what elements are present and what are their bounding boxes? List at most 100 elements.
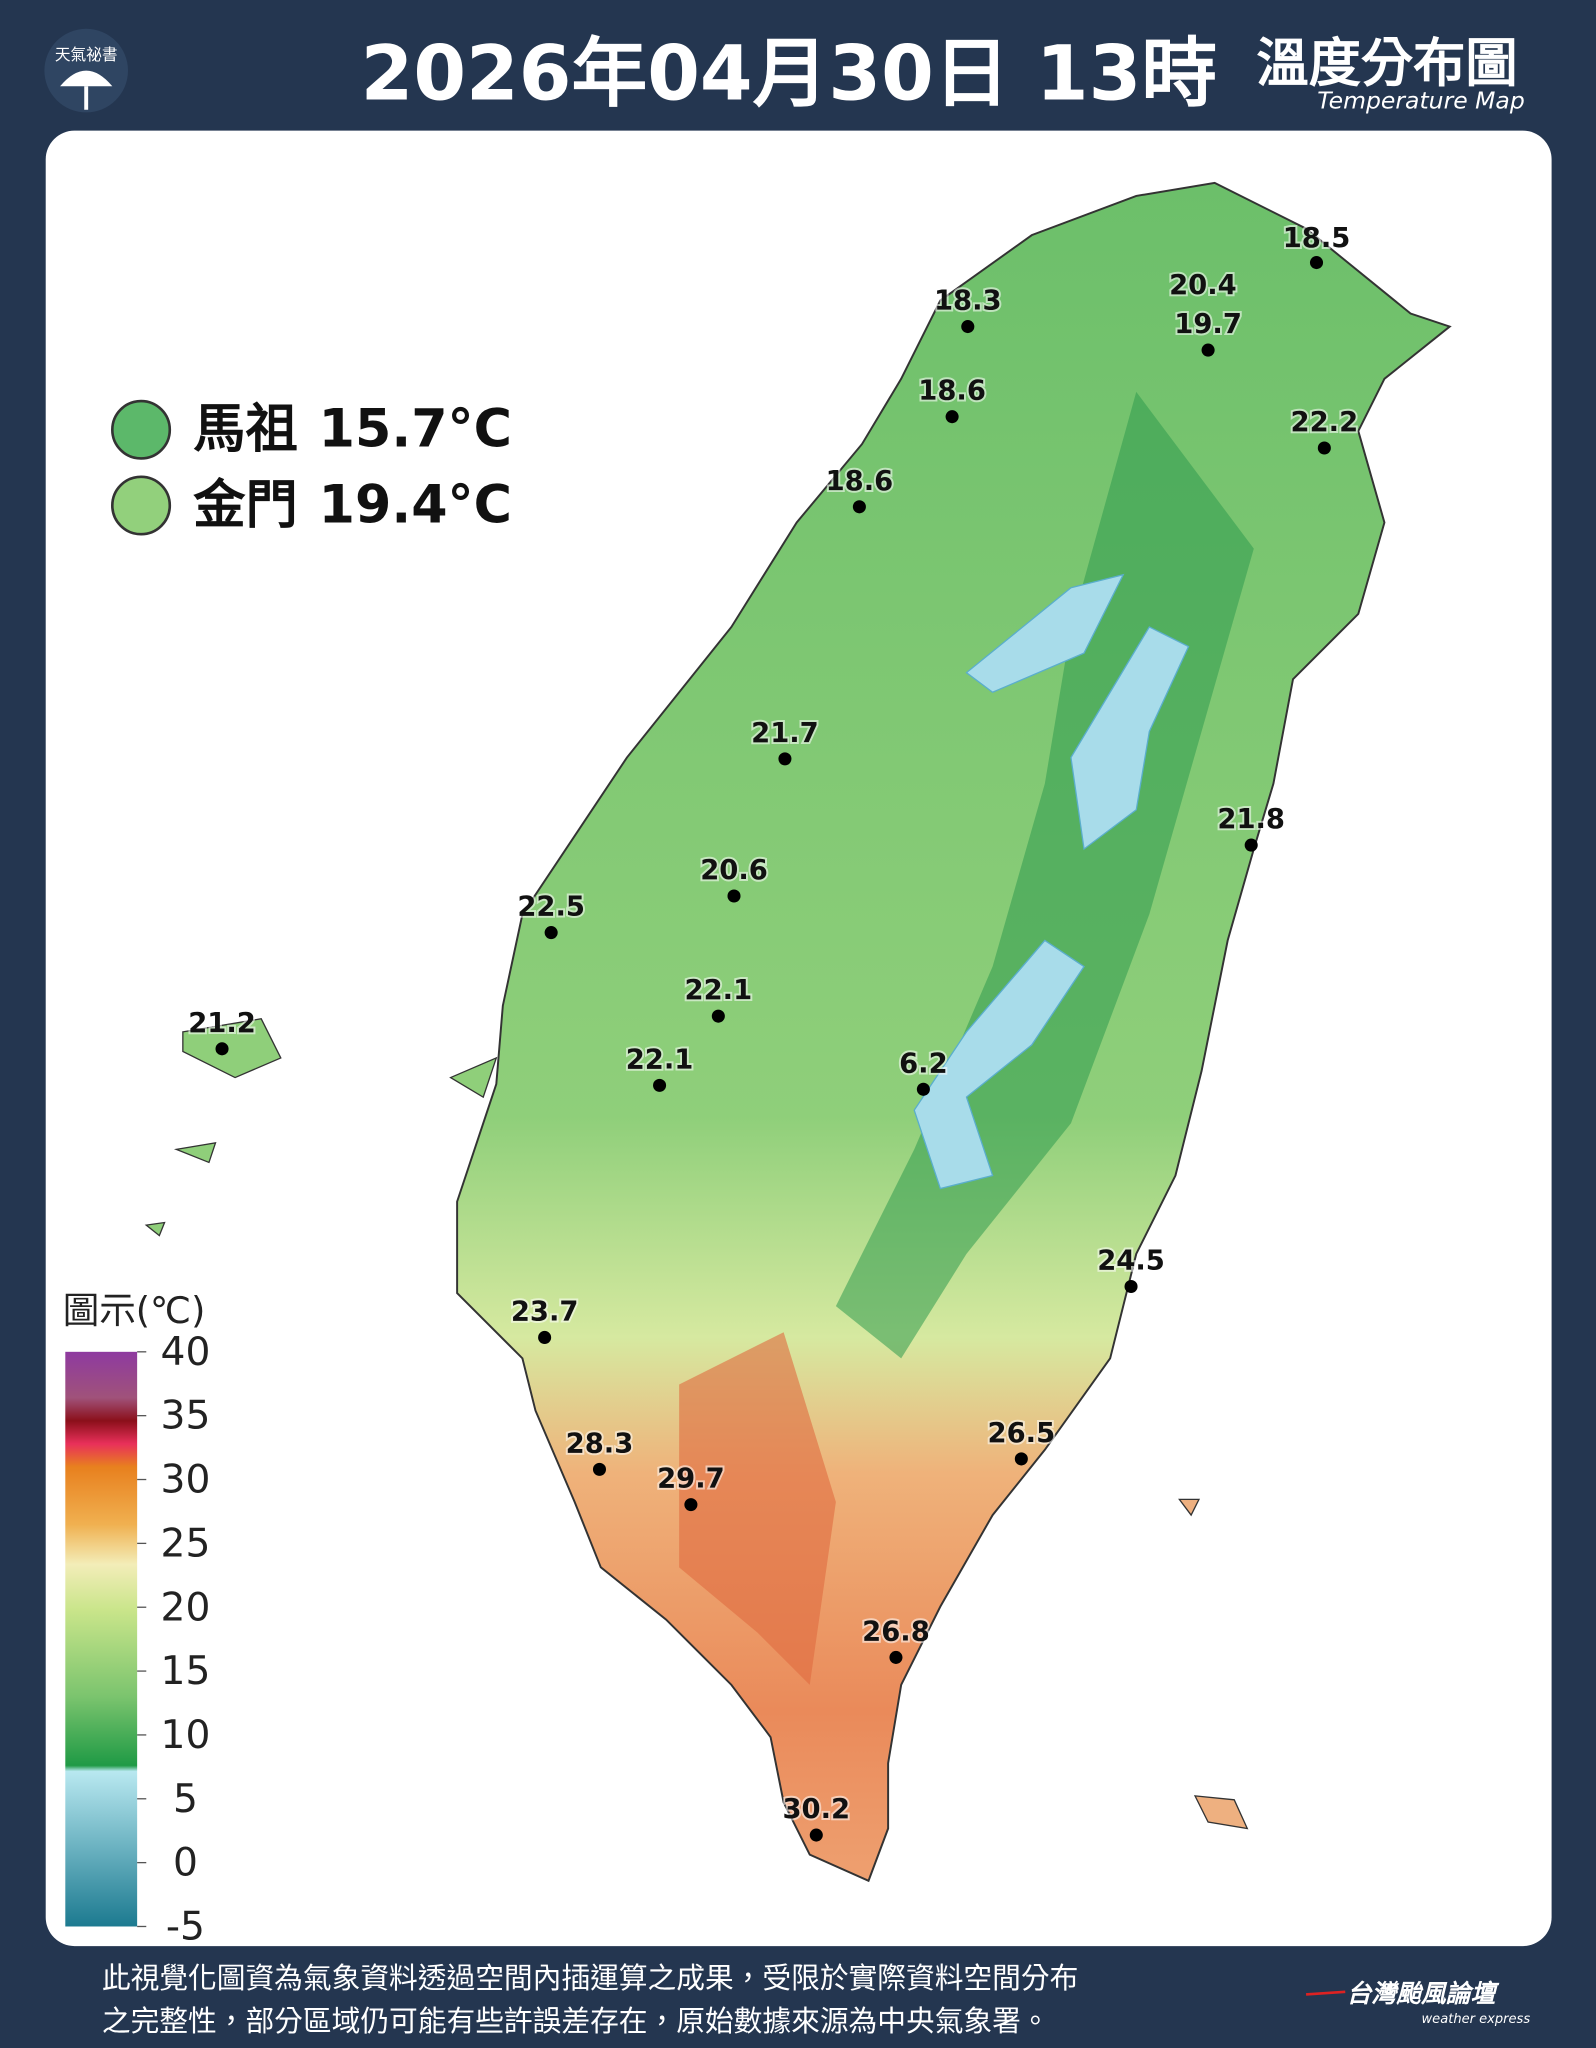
station-dot — [684, 1498, 698, 1512]
station: 6.2 — [897, 1046, 950, 1096]
title: 2026年04月30日 13時 — [361, 29, 1217, 117]
station-value: 18.5 — [1283, 223, 1351, 254]
legend-title: 圖示(℃) — [63, 1289, 206, 1332]
station-dot — [592, 1462, 607, 1476]
station: 18.6 — [916, 374, 988, 424]
station-dot — [1309, 256, 1324, 270]
scale-ticks: 40 35 30 25 20 15 10 5 0 -5 — [137, 1330, 210, 1950]
scale-tick-label: 30 — [161, 1458, 211, 1503]
subtitle-en: Temperature Map — [1317, 86, 1525, 114]
station-dot — [1201, 343, 1215, 357]
station-value: 21.7 — [751, 718, 819, 749]
station-value: 24.5 — [1097, 1246, 1165, 1277]
station: 18.5 — [1281, 221, 1352, 270]
scale-tick-label: 25 — [161, 1521, 211, 1566]
station: 20.6 — [698, 853, 770, 903]
station-dot — [809, 1828, 823, 1842]
station-value: 6.2 — [899, 1048, 948, 1079]
island-temp: 15.7°C — [319, 400, 512, 460]
umbrella-icon — [60, 70, 113, 87]
station-value: 18.6 — [918, 376, 986, 407]
station: 30.2 — [781, 1792, 852, 1842]
station: 26.5 — [986, 1416, 1057, 1466]
station-value: 22.5 — [517, 892, 585, 923]
station-value: 20.6 — [700, 855, 768, 886]
station-dot — [544, 926, 558, 940]
station-dot — [1124, 1279, 1138, 1294]
scale-tick-label: 40 — [161, 1330, 211, 1375]
station: 21.2 — [186, 1006, 258, 1056]
station: 21.7 — [749, 716, 821, 766]
color-scale — [65, 1351, 138, 1927]
offshore-islands — [1178, 1498, 1249, 1830]
station: 23.7 — [509, 1295, 580, 1344]
station-value: 22.2 — [1291, 407, 1359, 438]
station: 21.8 — [1215, 802, 1287, 852]
scale-tick-label: 0 — [173, 1841, 198, 1886]
stations: 18.5 20.4 19.7 18.3 18.6 22.2 18.6 21.7 … — [186, 221, 1360, 1842]
station-dot — [215, 1042, 229, 1056]
station-dot — [778, 752, 792, 766]
station-value: 22.1 — [626, 1044, 694, 1075]
station-value: 22.1 — [685, 975, 753, 1006]
footer-line: 之完整性，部分區域仍可能有些許誤差存在，原始數據來源為中央氣象署。 — [102, 2004, 1050, 2038]
station-dot — [916, 1082, 930, 1096]
station-dot — [538, 1330, 552, 1344]
station: 22.2 — [1289, 405, 1360, 455]
island-temp: 19.4°C — [319, 475, 512, 535]
station-value: 18.3 — [934, 286, 1002, 317]
station: 22.1 — [624, 1042, 695, 1092]
station-value: 26.8 — [862, 1616, 930, 1647]
station-dot — [889, 1650, 903, 1664]
scale-tick-label: 20 — [161, 1585, 211, 1630]
logo-text: 天氣祕書 — [55, 45, 118, 64]
brand-swoosh — [1305, 1990, 1346, 1996]
station-value: 19.7 — [1174, 309, 1242, 340]
cold-area — [913, 573, 1190, 1190]
station-dot — [961, 320, 975, 334]
island-name: 金門 — [192, 475, 297, 535]
station-dot — [711, 1009, 725, 1023]
scale-tick-label: 5 — [173, 1777, 198, 1822]
station: 29.7 — [655, 1462, 727, 1512]
scale-tick-label: 35 — [161, 1394, 211, 1439]
station-value: 23.7 — [511, 1296, 579, 1327]
hot-area — [679, 1332, 836, 1685]
station: 22.5 — [515, 890, 587, 940]
station-value: 20.4 — [1169, 270, 1237, 301]
station: 20.4 — [1167, 268, 1239, 303]
station: 26.8 — [860, 1614, 932, 1664]
brand: 台灣颱風論壇 — [1347, 1979, 1500, 2008]
station-dot — [1317, 441, 1331, 455]
station-dot — [1244, 838, 1258, 852]
station-dot — [1014, 1452, 1028, 1466]
station-value: 28.3 — [566, 1428, 634, 1459]
scale-tick-label: 15 — [161, 1649, 211, 1694]
scale-tick-label: -5 — [166, 1905, 205, 1950]
station-dot — [653, 1078, 667, 1092]
island-swatch — [111, 399, 172, 460]
station-value: 29.7 — [657, 1464, 725, 1495]
station: 18.3 — [932, 284, 1004, 334]
station: 19.7 — [1172, 307, 1244, 357]
scale-tick-label: 10 — [161, 1713, 211, 1758]
station: 24.5 — [1095, 1244, 1167, 1294]
station-value: 26.5 — [988, 1418, 1056, 1449]
station-value: 21.8 — [1217, 804, 1285, 835]
penghu-islands — [144, 1018, 498, 1237]
island-swatch — [111, 475, 172, 536]
station-dot — [945, 410, 959, 424]
footer-line: 此視覺化圖資為氣象資料透過空間內插運算之成果，受限於實際資料空間分布 — [102, 1961, 1078, 1995]
station-value: 18.6 — [826, 466, 894, 497]
island-name: 馬祖 — [193, 400, 297, 460]
station: 22.1 — [683, 973, 754, 1023]
brand-sub: weather express — [1422, 2012, 1531, 2027]
station-value: 21.2 — [188, 1008, 256, 1039]
station-dot — [727, 889, 741, 903]
station-dot — [852, 500, 866, 514]
station: 18.6 — [824, 464, 895, 514]
subtitle: 溫度分布圖 — [1256, 34, 1517, 94]
station-value: 30.2 — [782, 1794, 850, 1825]
